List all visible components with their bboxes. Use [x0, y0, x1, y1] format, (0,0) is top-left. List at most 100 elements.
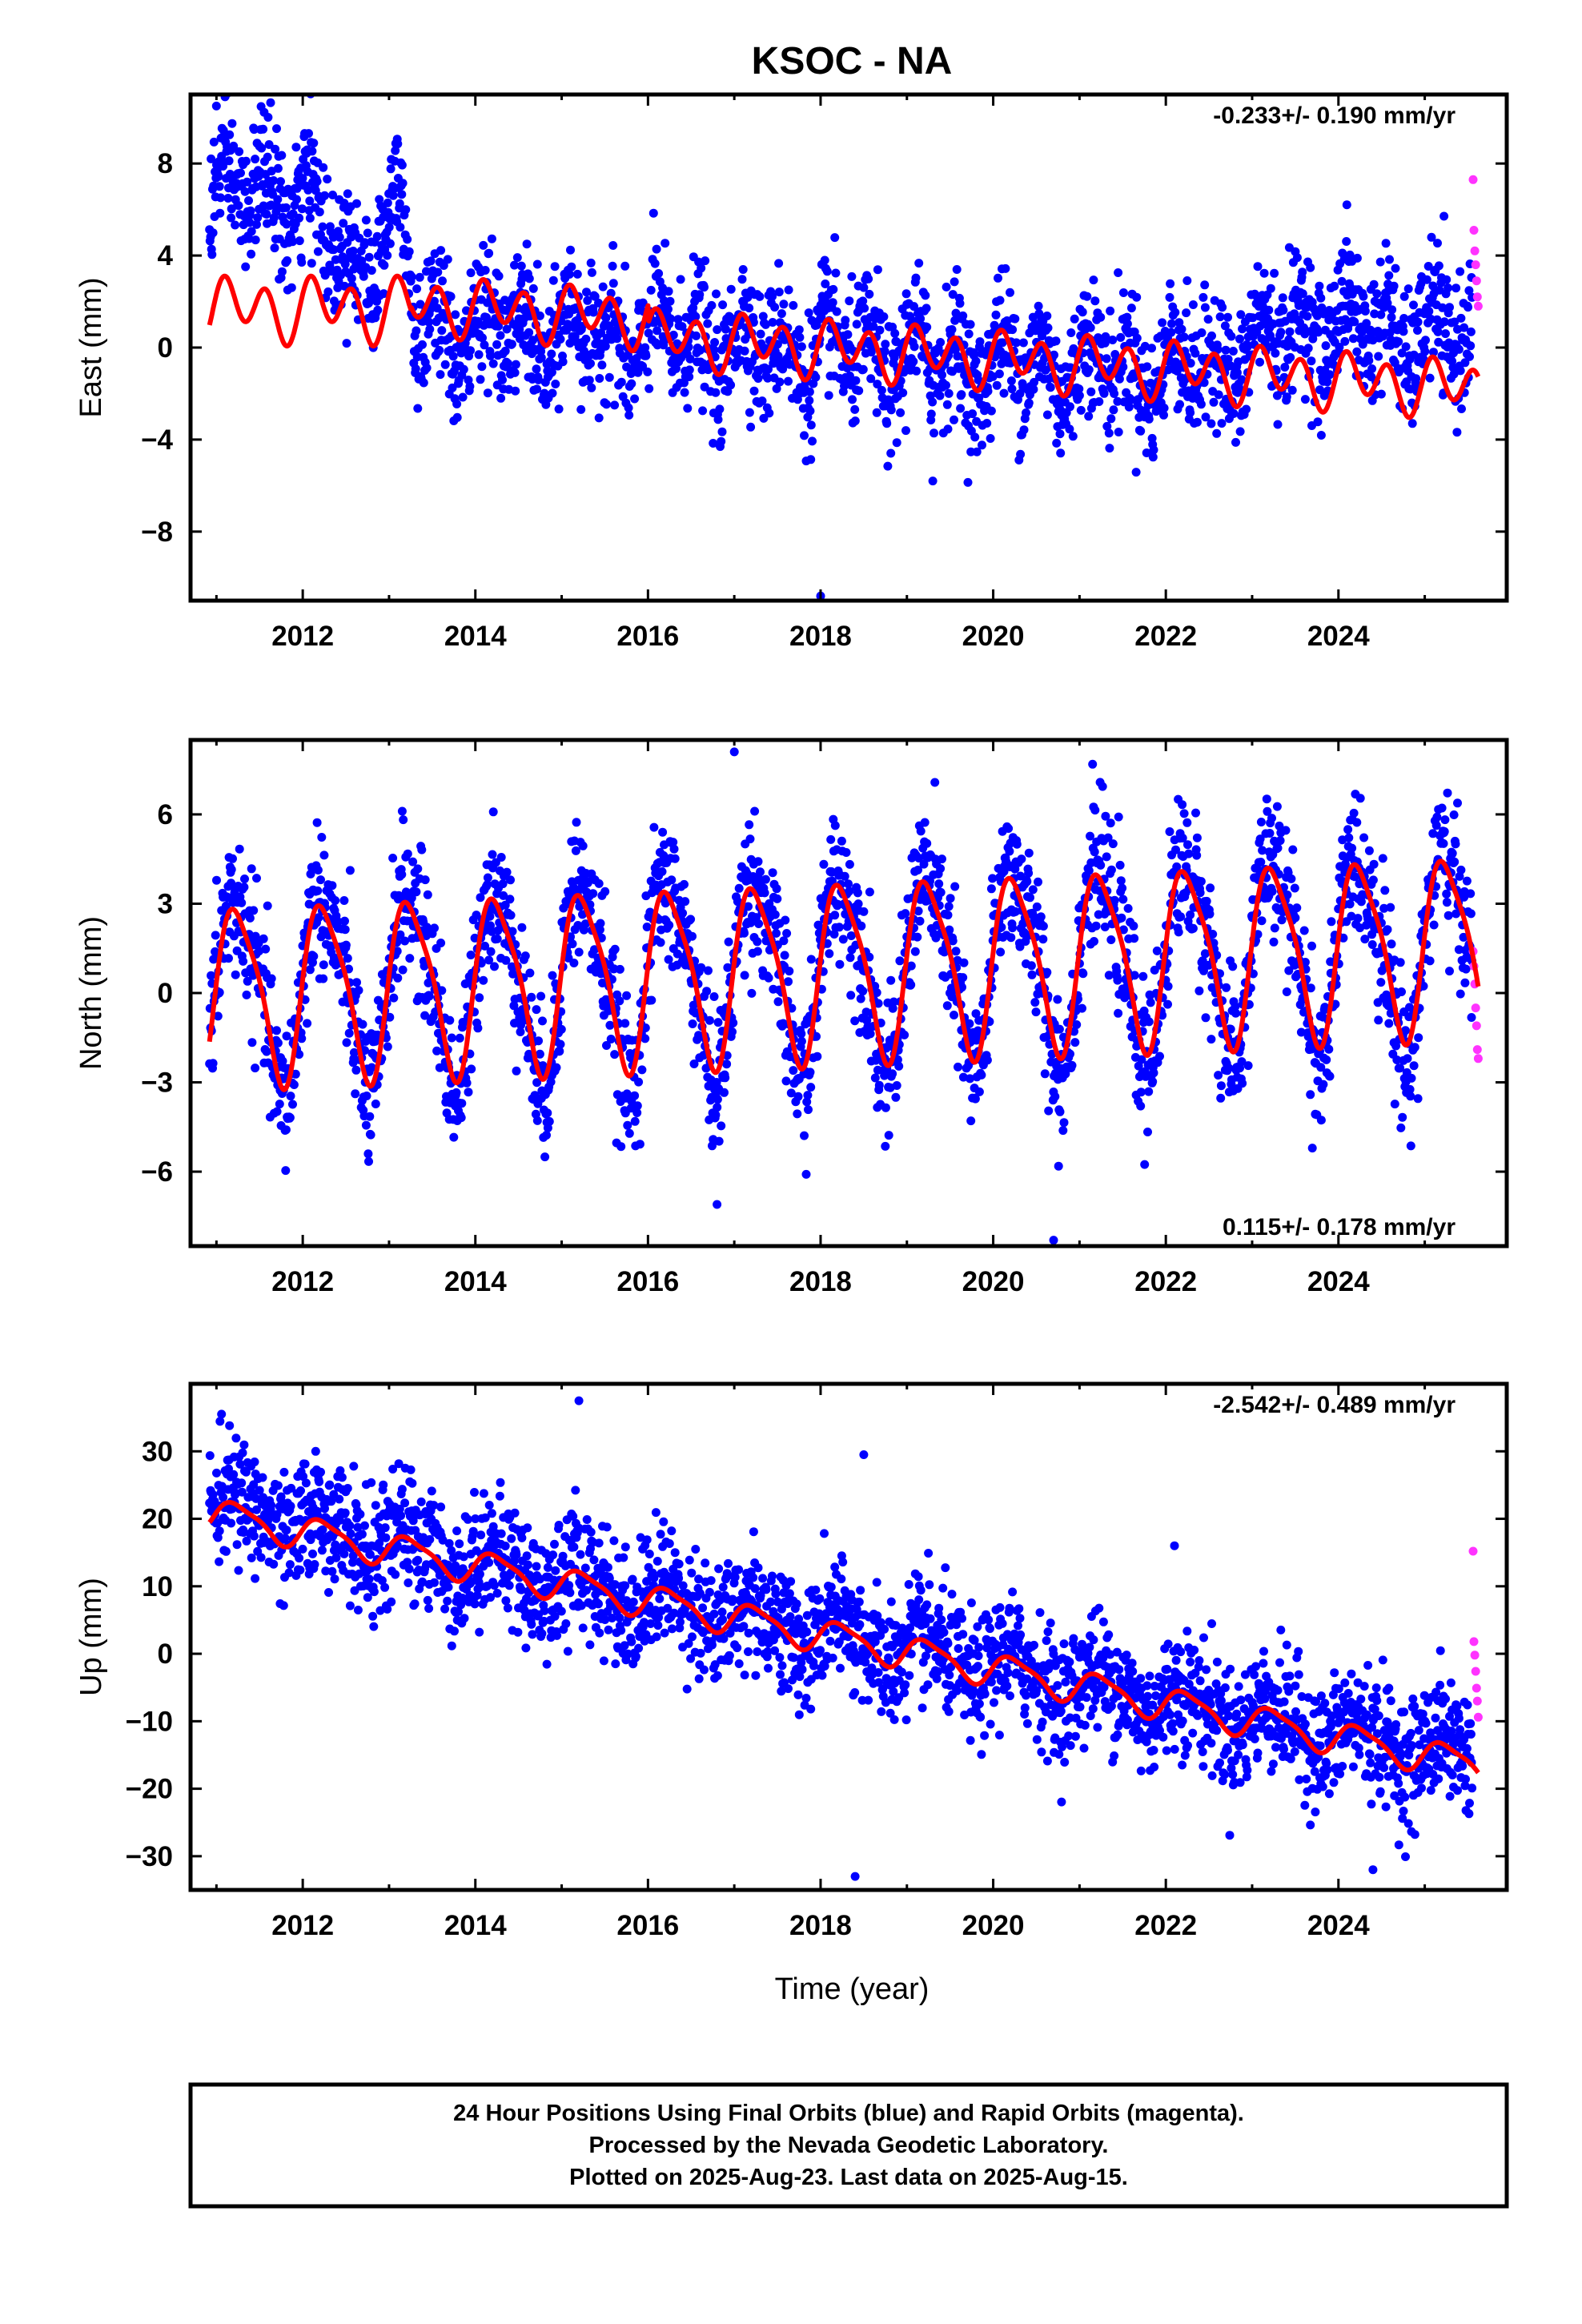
east-final-point [251, 235, 260, 245]
north-final-point [733, 897, 742, 907]
east-final-point [1118, 362, 1128, 372]
north-final-point [297, 1034, 307, 1043]
north-final-point [1114, 812, 1123, 822]
east-final-point [1266, 283, 1275, 293]
north-final-point [1405, 1084, 1415, 1094]
east-final-point [207, 250, 217, 259]
east-final-point [305, 213, 315, 223]
east-final-point [912, 366, 921, 376]
north-final-point [285, 1113, 295, 1123]
east-final-point [511, 360, 520, 369]
east-final-point [1429, 348, 1438, 357]
north-final-point [841, 848, 851, 857]
east-final-point [288, 237, 297, 247]
east-final-point [1101, 332, 1110, 341]
north-final-point [965, 1019, 974, 1028]
north-final-point [1344, 833, 1354, 842]
north-final-point [713, 1095, 722, 1104]
north-final-point [689, 1000, 698, 1010]
east-final-point [1042, 410, 1052, 420]
north-final-point [1144, 1017, 1154, 1027]
north-final-point [423, 890, 432, 899]
east-final-point [1124, 402, 1134, 412]
east-final-point [1152, 405, 1162, 415]
north-final-point [1353, 914, 1363, 923]
north-final-point [1129, 921, 1138, 931]
north-final-point [825, 949, 834, 959]
east-final-point [535, 311, 544, 320]
north-final-point [485, 911, 495, 921]
east-final-point [567, 262, 576, 271]
north-final-point [982, 1055, 992, 1065]
east-final-point [1330, 281, 1339, 291]
north-final-point [571, 846, 580, 855]
north-final-point [750, 806, 760, 816]
north-final-point [615, 996, 624, 1006]
north-final-point [473, 1023, 483, 1033]
east-final-point [270, 243, 279, 253]
north-final-point [789, 1066, 798, 1076]
north-final-point [424, 991, 434, 1001]
east-final-point [292, 195, 301, 204]
east-final-point [1130, 372, 1139, 382]
north-final-point [1148, 1077, 1158, 1087]
east-final-point [1439, 317, 1449, 327]
north-final-point [1367, 940, 1377, 949]
east-final-point [1196, 400, 1206, 409]
north-final-point [770, 910, 780, 919]
east-final-point [1315, 385, 1324, 395]
east-final-point [547, 349, 556, 359]
east-final-point [650, 259, 660, 268]
north-final-point [801, 1169, 811, 1179]
north-final-point [745, 834, 755, 844]
east-final-point [548, 275, 558, 285]
east-final-point [1253, 262, 1263, 271]
north-final-point [240, 875, 249, 883]
north-final-point [1195, 986, 1204, 995]
north-final-point [282, 1031, 291, 1041]
east-final-point [595, 374, 604, 383]
east-final-point [759, 413, 769, 423]
east-final-point [768, 292, 777, 301]
east-final-point [753, 374, 763, 383]
east-final-point [712, 289, 721, 299]
east-final-point [452, 412, 462, 422]
north-final-point [630, 1091, 640, 1100]
north-final-point [405, 954, 415, 963]
north-final-point [1027, 970, 1037, 979]
north-final-point [393, 973, 403, 983]
north-final-point [1106, 865, 1116, 875]
east-final-point [1166, 328, 1176, 337]
north-final-point [572, 818, 581, 827]
east-final-point [859, 283, 869, 292]
east-y-tick-label: −4 [141, 424, 173, 456]
east-final-point [850, 416, 860, 426]
north-final-point [525, 968, 535, 978]
east-final-point [397, 190, 407, 199]
east-final-point [672, 364, 681, 373]
east-rapid-point [1471, 260, 1480, 270]
east-final-point [446, 292, 456, 301]
north-final-point [490, 962, 499, 971]
north-final-point [1078, 1003, 1086, 1013]
east-final-point [1423, 262, 1433, 271]
north-final-point [720, 1088, 729, 1097]
east-final-point [1108, 336, 1118, 344]
east-rapid-point [1469, 226, 1479, 235]
north-final-point [800, 1131, 809, 1140]
north-final-point [286, 1092, 295, 1101]
east-final-point [624, 403, 633, 412]
east-final-point [1006, 376, 1016, 385]
east-final-point [1016, 449, 1026, 459]
north-final-point [520, 951, 530, 961]
east-final-point [307, 147, 317, 156]
east-final-point [1102, 421, 1112, 431]
north-final-point [1208, 930, 1218, 939]
east-final-point [298, 174, 307, 183]
east-final-point [1200, 303, 1210, 312]
north-final-point [1115, 860, 1125, 870]
north-final-point [1355, 794, 1365, 803]
north-final-point [913, 932, 922, 942]
east-final-point [1383, 299, 1392, 308]
north-final-point [773, 894, 782, 903]
